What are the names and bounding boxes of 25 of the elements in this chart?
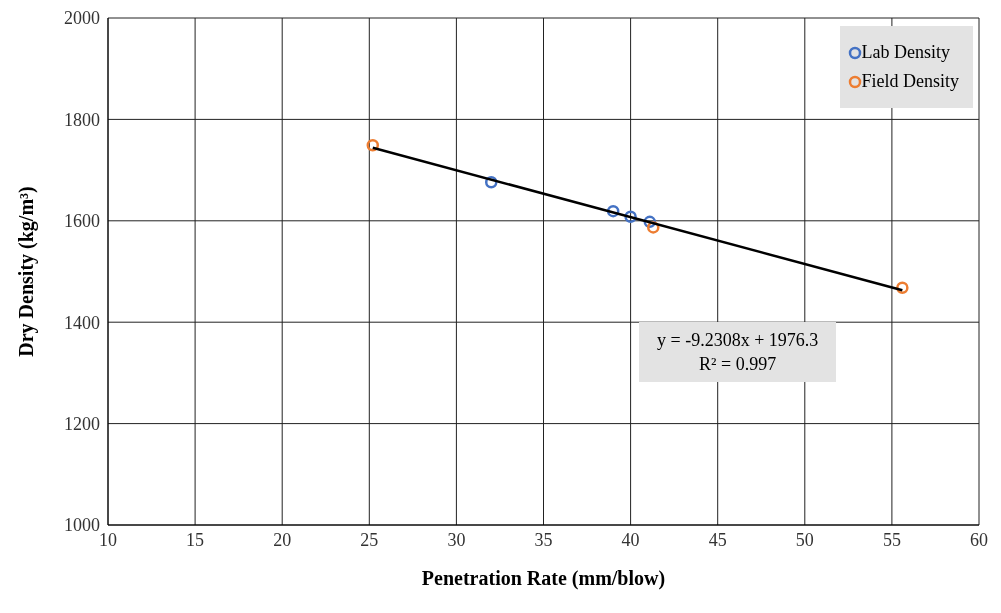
x-tick-label: 45	[708, 529, 727, 550]
x-tick-label: 30	[447, 529, 466, 550]
x-tick-label: 10	[99, 529, 117, 550]
x-tick-label: 40	[621, 529, 640, 550]
y-axis-title: Dry Density (kg/m³)	[15, 186, 39, 357]
annotation: y = -9.2308x + 1976.3	[657, 329, 819, 352]
equation-box: y = -9.2308x + 1976.3 R² = 0.997	[639, 322, 837, 382]
legend-label: Lab Density	[861, 42, 950, 63]
y-tick-label: 2000	[64, 8, 100, 29]
legend-label: Field Density	[861, 71, 959, 92]
x-tick-label: 15	[186, 529, 205, 550]
y-tick-label: 1400	[64, 312, 100, 333]
x-axis-title: Penetration Rate (mm/blow)	[421, 567, 666, 590]
x-tick-label: 20	[273, 529, 292, 550]
y-tick-label: 1200	[64, 413, 100, 434]
y-tick-label: 1800	[64, 109, 100, 130]
y-tick-label: 1000	[64, 515, 100, 536]
annotation: R² = 0.997	[698, 353, 778, 376]
x-tick-label: 60	[970, 529, 988, 550]
y-tick-label: 1600	[64, 211, 100, 232]
point	[896, 281, 909, 294]
x-tick-label: 25	[360, 529, 379, 550]
x-tick-label: 35	[534, 529, 553, 550]
x-tick-label: 50	[795, 529, 814, 550]
x-tick-label: 55	[882, 529, 901, 550]
